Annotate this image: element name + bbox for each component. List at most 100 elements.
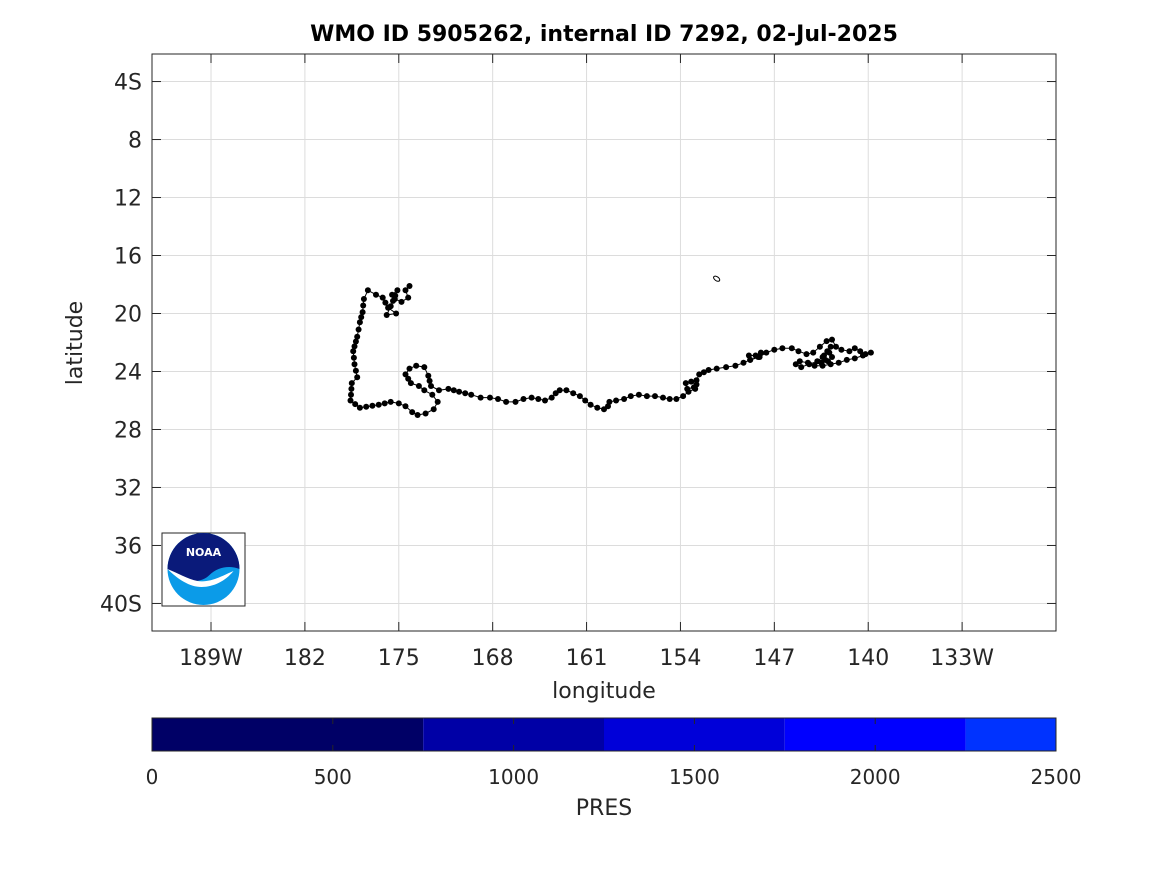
profile-point: [771, 346, 778, 353]
profile-point: [421, 387, 428, 394]
profile-point: [348, 380, 355, 387]
profile-point: [535, 396, 542, 402]
logo-text: NOAA: [186, 546, 222, 559]
profile-point: [375, 401, 382, 408]
profile-point: [859, 352, 866, 359]
profile-point: [350, 354, 357, 361]
profile-point: [495, 396, 501, 402]
colorbar-tick-label: 2500: [1031, 765, 1082, 789]
profile-point: [829, 354, 835, 360]
profile-point: [415, 383, 422, 389]
profile-point: [348, 391, 354, 398]
profile-point: [426, 377, 433, 384]
profile-point: [688, 378, 695, 385]
profile-point: [627, 393, 634, 400]
profile-point: [732, 362, 739, 369]
y-tick-label: 24: [114, 360, 142, 385]
profile-point: [414, 412, 421, 418]
x-tick-label: 140: [847, 646, 889, 671]
profile-point: [405, 375, 412, 382]
profile-point: [421, 364, 428, 371]
profile-point: [351, 343, 358, 350]
profile-point: [821, 352, 827, 359]
profile-point: [351, 361, 358, 368]
profile-point: [369, 402, 376, 409]
profile-point: [394, 287, 401, 294]
colorbar-frame: [151, 717, 1057, 752]
y-tick-label: 8: [128, 129, 142, 154]
profile-point: [594, 404, 601, 411]
profile-point: [570, 390, 577, 397]
profile-point: [643, 393, 650, 400]
profile-point: [430, 406, 437, 413]
profile-point: [348, 385, 355, 392]
profile-point: [867, 349, 874, 356]
plot-frame: [151, 53, 1057, 632]
profile-point: [680, 393, 687, 400]
profile-point: [413, 362, 420, 369]
profile-point: [383, 312, 390, 318]
profile-point: [352, 367, 359, 374]
logo-inner-arc: [167, 533, 240, 582]
x-tick-label: 182: [284, 646, 326, 671]
profile-point: [693, 377, 700, 384]
profile-point: [613, 397, 620, 404]
profile-point: [407, 380, 414, 387]
profile-point: [795, 348, 802, 355]
profile-point: [563, 387, 570, 394]
profile-point: [382, 299, 389, 306]
profile-point: [582, 397, 589, 404]
logo-gull-wave: [167, 569, 234, 587]
profile-point: [723, 364, 730, 371]
profile-point: [803, 351, 810, 358]
profile-point: [468, 391, 475, 398]
profile-point: [810, 349, 817, 356]
profile-point: [381, 400, 388, 407]
profile-point: [700, 369, 707, 376]
profile-point: [705, 367, 712, 373]
colorbar-band: [152, 718, 424, 751]
profile-point: [406, 283, 413, 289]
profile-point: [673, 396, 680, 402]
noaa-logo: NOAA: [161, 532, 246, 607]
profile-point: [825, 358, 831, 365]
profile-point: [792, 361, 799, 368]
y-tick-label: 36: [114, 534, 142, 559]
profile-point: [358, 314, 365, 321]
x-axis-ticks: 189W 182 175 168 161 154 147 140 133W: [179, 54, 994, 671]
y-axis-ticks: 4S 8 12 16 20 24 28 32 36 40S: [100, 71, 1056, 617]
profile-point: [816, 343, 823, 350]
profile-point: [425, 372, 432, 379]
x-tick-label: 189W: [179, 646, 243, 671]
profile-point: [359, 309, 366, 316]
profile-point: [429, 391, 436, 398]
y-tick-label: 28: [114, 418, 142, 443]
chart-title: WMO ID 5905262, internal ID 7292, 02-Jul…: [310, 22, 898, 47]
profile-point: [392, 292, 399, 299]
profile-point: [393, 310, 400, 317]
profile-point: [487, 394, 493, 401]
island-shape: [713, 275, 721, 282]
profile-point: [520, 396, 527, 402]
colorbar-label: PRES: [576, 796, 632, 821]
profile-point: [352, 338, 359, 345]
profile-point: [354, 374, 361, 381]
profile-point: [846, 348, 853, 355]
profile-point: [512, 398, 519, 405]
profile-point: [851, 345, 858, 352]
profile-point: [445, 385, 452, 392]
profile-point: [363, 403, 370, 410]
profile-point: [406, 365, 413, 372]
profile-point: [696, 371, 703, 378]
profile-point: [823, 338, 830, 345]
profile-point: [355, 326, 362, 333]
profile-point: [405, 294, 412, 301]
profile-point: [857, 348, 864, 355]
profile-point: [422, 410, 429, 417]
profile-point: [851, 355, 858, 362]
profile-point: [684, 385, 691, 392]
profile-point: [827, 343, 834, 350]
colorbar: [152, 718, 1056, 751]
y-axis-label: latitude: [63, 301, 88, 385]
profile-point: [587, 401, 594, 408]
